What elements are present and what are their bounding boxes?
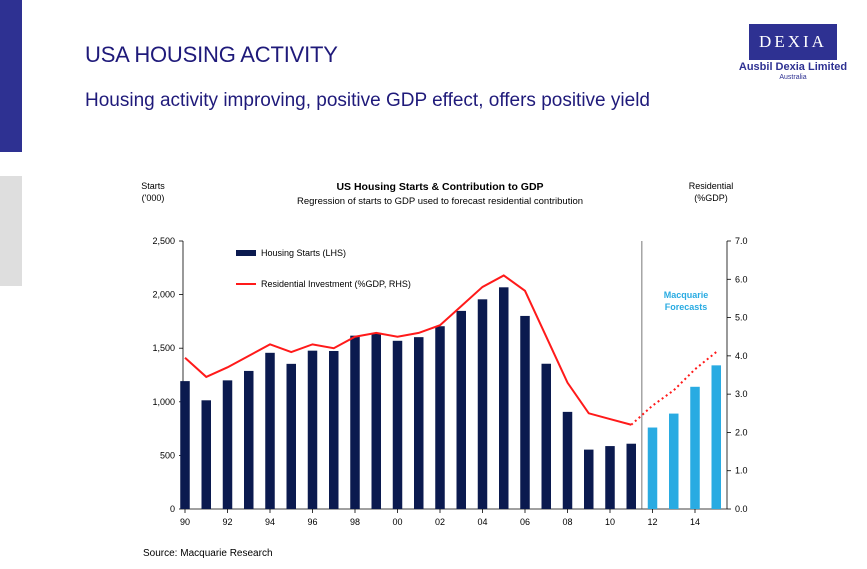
bar-1990 (180, 381, 190, 509)
chart-subtitle: Regression of starts to GDP used to fore… (297, 196, 583, 207)
bar-2012 (647, 427, 658, 509)
bar-2008 (562, 411, 573, 509)
left-tick-label: 2,500 (152, 236, 175, 246)
right-axis-label: Residential (689, 181, 734, 191)
right-tick-label: 5.0 (735, 313, 748, 323)
left-tick-label: 1,000 (152, 397, 175, 407)
left-tick-label: 500 (160, 450, 175, 460)
legend-line-label: Residential Investment (%GDP, RHS) (261, 279, 411, 289)
brand-side-bar (0, 0, 22, 152)
page-subtitle: Housing activity improving, positive GDP… (85, 90, 650, 111)
page-title: USA HOUSING ACTIVITY (85, 42, 338, 67)
left-tick-label: 0 (170, 504, 175, 514)
bar-1998 (350, 335, 360, 509)
right-tick-label: 3.0 (735, 389, 748, 399)
right-tick-label: 7.0 (735, 236, 748, 246)
residential-line-actual (184, 274, 632, 426)
x-tick-label: 00 (392, 517, 402, 527)
x-tick-label: 92 (222, 517, 232, 527)
right-axis-unit: (%GDP) (694, 193, 728, 203)
x-tick-label: 98 (350, 517, 360, 527)
bar-2000 (392, 340, 403, 509)
source-note: Source: Macquarie Research (143, 548, 273, 559)
legend-bar-label: Housing Starts (LHS) (261, 248, 346, 258)
bar-2009 (584, 449, 594, 509)
right-tick-label: 1.0 (735, 466, 748, 476)
bar-2014 (690, 386, 700, 509)
right-tick-label: 4.0 (735, 351, 748, 361)
logo-mark: DEXIA (749, 24, 837, 60)
grey-side-bar (0, 176, 22, 286)
right-tick-label: 6.0 (735, 274, 748, 284)
x-tick-label: 08 (562, 517, 572, 527)
left-tick-label: 1,500 (152, 343, 175, 353)
chart-title: US Housing Starts & Contribution to GDP (336, 181, 543, 193)
bar-2006 (520, 315, 530, 509)
bar-1995 (286, 363, 296, 509)
x-tick-label: 10 (605, 517, 615, 527)
bar-1992 (222, 380, 233, 509)
bar-1991 (201, 400, 211, 509)
bar-2001 (414, 337, 424, 509)
dexia-logo: DEXIA Ausbil Dexia Limited Australia (738, 24, 848, 90)
bar-1994 (265, 352, 275, 509)
bar-1997 (329, 350, 339, 509)
x-tick-label: 90 (180, 517, 190, 527)
legend-bar-swatch (236, 250, 256, 256)
bar-1999 (371, 333, 381, 509)
bar-2005 (499, 287, 509, 509)
x-tick-label: 12 (647, 517, 657, 527)
bar-2011 (626, 443, 636, 509)
x-tick-label: 02 (435, 517, 445, 527)
left-axis-unit: ('000) (142, 193, 165, 203)
logo-region: Australia (779, 74, 807, 81)
bar-2003 (456, 310, 466, 509)
x-tick-label: 06 (520, 517, 530, 527)
bar-2002 (435, 326, 445, 509)
bar-2013 (669, 413, 679, 509)
x-tick-label: 14 (690, 517, 700, 527)
bar-2004 (477, 299, 488, 509)
bar-2010 (605, 446, 615, 509)
forecast-label: Forecasts (665, 302, 708, 312)
forecast-label: Macquarie (664, 290, 709, 300)
right-tick-label: 0.0 (735, 504, 748, 514)
bar-1996 (307, 350, 318, 509)
left-tick-label: 2,000 (152, 290, 175, 300)
bar-2015 (711, 365, 721, 509)
x-tick-label: 94 (265, 517, 275, 527)
x-tick-label: 96 (307, 517, 317, 527)
bar-2007 (541, 363, 551, 509)
logo-company-name: Ausbil Dexia Limited (738, 61, 848, 73)
right-tick-label: 2.0 (735, 427, 748, 437)
left-axis-label: Starts (141, 181, 165, 191)
bar-1993 (244, 370, 254, 509)
x-tick-label: 04 (477, 517, 487, 527)
